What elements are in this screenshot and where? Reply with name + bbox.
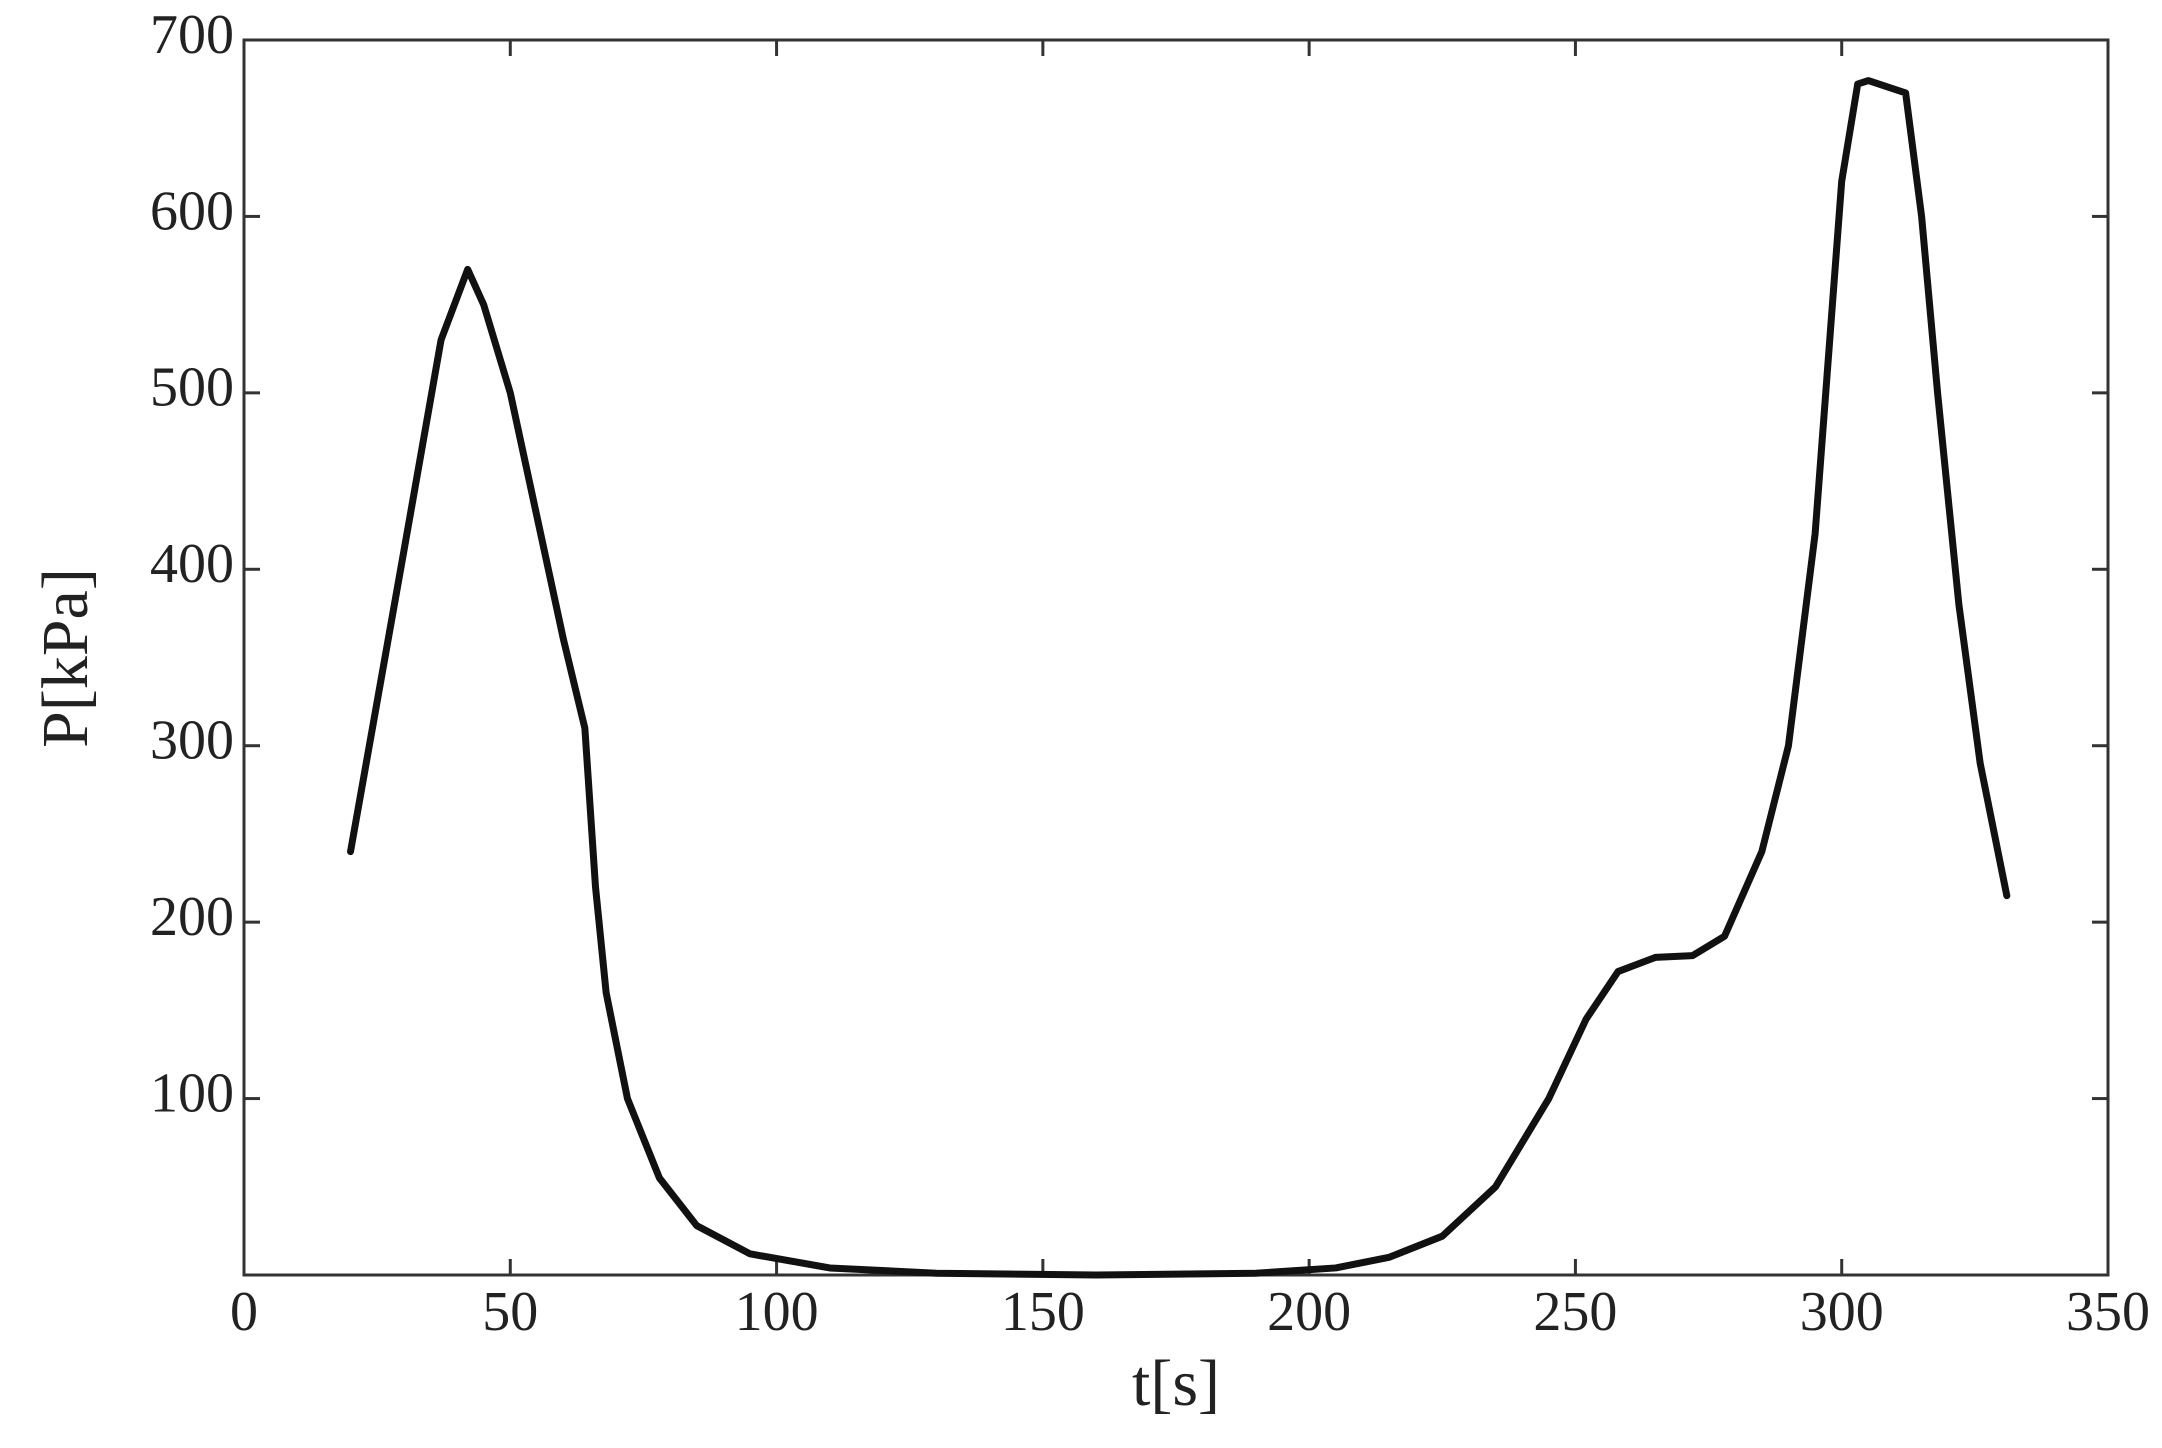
- x-tick-label: 150: [1001, 1281, 1085, 1343]
- y-tick-label: 100: [150, 1062, 234, 1124]
- y-tick-label: 500: [150, 357, 234, 419]
- y-tick-label: 300: [150, 710, 234, 772]
- y-tick-label: 400: [150, 533, 234, 595]
- x-tick-label: 200: [1267, 1281, 1351, 1343]
- x-tick-label: 300: [1800, 1281, 1884, 1343]
- y-tick-label: 200: [150, 886, 234, 948]
- y-tick-label: 700: [150, 4, 234, 66]
- x-tick-label: 350: [2066, 1281, 2150, 1343]
- x-tick-label: 250: [1533, 1281, 1617, 1343]
- x-tick-label: 100: [735, 1281, 819, 1343]
- y-axis-title: P[kPa]: [29, 568, 102, 748]
- x-axis-title: t[s]: [1132, 1347, 1220, 1420]
- x-tick-label: 50: [482, 1281, 538, 1343]
- plot-frame: [242, 38, 2110, 1277]
- y-tick-label: 600: [150, 180, 234, 242]
- data-line: [347, 77, 2011, 1279]
- x-tick-label: 0: [230, 1281, 258, 1343]
